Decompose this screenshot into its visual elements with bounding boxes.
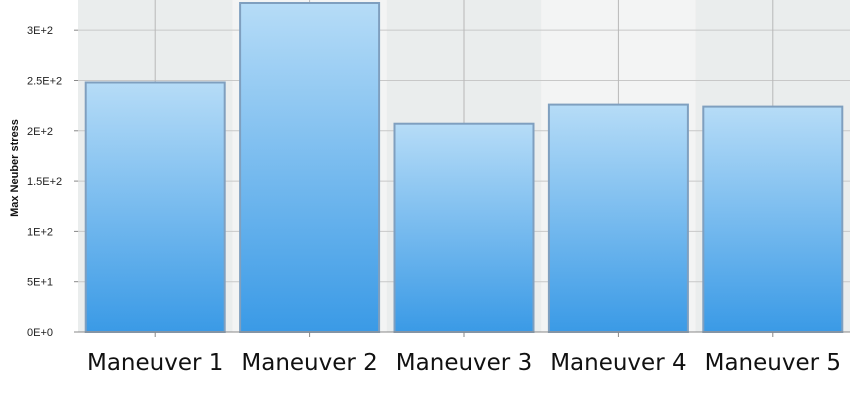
y-tick-label: 5E+1 xyxy=(27,277,53,289)
x-tick-label: Maneuver 5 xyxy=(705,350,841,376)
x-tick-labels: Maneuver 1 Maneuver 2 Maneuver 3 Maneuver 4… xyxy=(87,332,841,376)
y-tick-label: 3E+2 xyxy=(27,25,53,37)
x-tick-label: Maneuver 3 xyxy=(396,350,532,376)
bars xyxy=(84,2,844,333)
x-tick-label: Maneuver 4 xyxy=(550,350,686,376)
y-tick-label: 1.5E+2 xyxy=(27,176,62,188)
bar-2 xyxy=(239,2,381,333)
y-tick-label: 2.5E+2 xyxy=(27,75,62,87)
x-tick-label: Maneuver 1 xyxy=(87,350,223,376)
y-tick-labels: 0E+0 5E+1 1E+2 1.5E+2 2E+2 2.5E+2 3E+2 xyxy=(27,25,78,339)
y-tick-label: 2E+2 xyxy=(27,126,53,138)
y-tick-label: 0E+0 xyxy=(27,327,53,339)
bar-3 xyxy=(393,122,535,333)
x-tick-label: Maneuver 2 xyxy=(241,350,377,376)
y-tick-label: 1E+2 xyxy=(27,226,53,238)
bar-4 xyxy=(547,103,689,333)
y-axis-label: Max Neuber stress xyxy=(9,119,21,217)
bar-5 xyxy=(702,105,844,333)
bar-1 xyxy=(84,81,226,333)
